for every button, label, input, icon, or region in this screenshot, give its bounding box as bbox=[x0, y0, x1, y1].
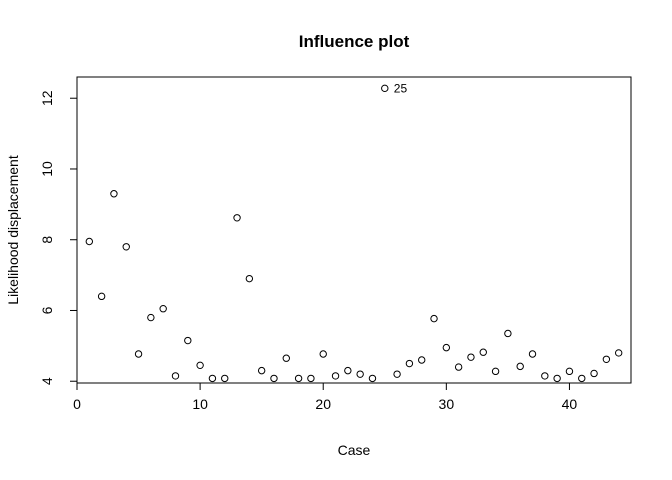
data-point bbox=[405, 359, 414, 368]
data-point bbox=[418, 356, 426, 364]
x-axis-label: Case bbox=[338, 442, 371, 458]
data-point bbox=[381, 84, 389, 93]
x-tick-label: 10 bbox=[192, 396, 208, 412]
y-axis-label: Likelihood displacement bbox=[5, 155, 21, 305]
x-tick-label: 20 bbox=[315, 396, 331, 412]
data-point bbox=[602, 355, 611, 363]
data-point bbox=[245, 274, 254, 283]
data-point bbox=[294, 374, 303, 383]
data-point bbox=[221, 374, 229, 383]
y-tick-label: 10 bbox=[39, 161, 55, 177]
data-point bbox=[147, 313, 155, 322]
data-point bbox=[553, 374, 561, 383]
y-tick-label: 8 bbox=[39, 236, 55, 244]
data-point bbox=[307, 374, 315, 383]
data-point bbox=[491, 367, 500, 376]
data-point bbox=[504, 329, 512, 338]
y-tick-label: 4 bbox=[39, 377, 55, 385]
data-point bbox=[578, 374, 586, 383]
data-point bbox=[430, 314, 438, 323]
data-point bbox=[541, 372, 549, 380]
data-point bbox=[454, 363, 463, 371]
data-point bbox=[270, 374, 278, 383]
data-point bbox=[614, 349, 623, 357]
x-axis: 0 10 20 30 40 bbox=[73, 382, 578, 412]
x-tick-label: 40 bbox=[562, 396, 578, 412]
y-tick-label: 12 bbox=[39, 90, 55, 106]
x-tick-label: 30 bbox=[439, 396, 455, 412]
annotations: 25 bbox=[394, 81, 408, 95]
data-point bbox=[344, 366, 352, 375]
data-point bbox=[159, 305, 167, 313]
y-axis: 4 6 8 10 12 bbox=[39, 90, 78, 385]
data-point bbox=[85, 237, 94, 246]
data-point bbox=[331, 372, 340, 380]
data-point bbox=[479, 348, 487, 356]
data-point bbox=[97, 292, 106, 301]
data-point bbox=[122, 243, 130, 251]
x-tick-label: 0 bbox=[73, 396, 81, 412]
data-point bbox=[233, 214, 241, 222]
data-point bbox=[134, 350, 143, 358]
data-point bbox=[393, 370, 401, 378]
data-point bbox=[196, 361, 204, 370]
data-point bbox=[528, 350, 537, 358]
data-point bbox=[282, 354, 290, 362]
data-point bbox=[257, 366, 266, 375]
data-point bbox=[368, 374, 377, 383]
y-tick-label: 6 bbox=[39, 306, 55, 314]
chart-title: Influence plot bbox=[299, 32, 410, 51]
data-point bbox=[442, 343, 451, 352]
plot-frame bbox=[76, 76, 632, 384]
data-point bbox=[565, 367, 574, 376]
data-point bbox=[590, 369, 598, 378]
data-point bbox=[356, 370, 364, 378]
data-point bbox=[467, 353, 475, 361]
data-point bbox=[516, 362, 524, 371]
data-point bbox=[184, 336, 192, 345]
data-point bbox=[171, 372, 180, 380]
data-point bbox=[208, 374, 217, 383]
data-points bbox=[85, 84, 623, 383]
data-point bbox=[110, 190, 118, 198]
data-point bbox=[319, 350, 327, 358]
point-annotation: 25 bbox=[394, 81, 408, 95]
